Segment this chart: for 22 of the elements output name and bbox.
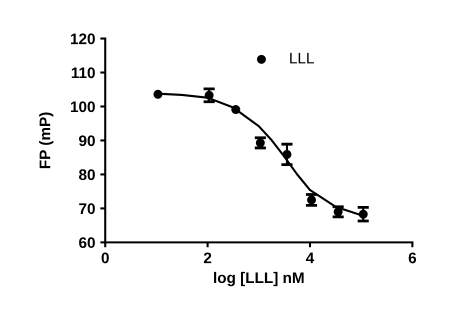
y-tick-label: 120 [70,33,95,44]
y-axis-title: FP (mP) [39,112,54,168]
x-axis-title: log [LLL] nM [214,272,304,286]
point [204,90,214,100]
y-tick-label: 80 [79,169,95,180]
x-tick-label: 4 [306,252,314,264]
point [334,207,343,216]
point [358,210,368,219]
point [153,90,162,99]
x-tick-label: 6 [408,252,416,264]
point [307,195,316,204]
legend-label: LLL [290,52,314,64]
point [282,150,292,159]
y-tick-label: 70 [79,203,95,214]
y-tick-label: 110 [72,67,95,78]
point [231,105,240,114]
y-tick-label: 60 [79,237,95,248]
x-tick-label: 2 [204,252,212,264]
y-tick-label: 90 [79,135,95,146]
point [256,138,265,148]
x-tick-label: 0 [102,252,109,264]
y-tick-label: 100 [70,101,95,112]
